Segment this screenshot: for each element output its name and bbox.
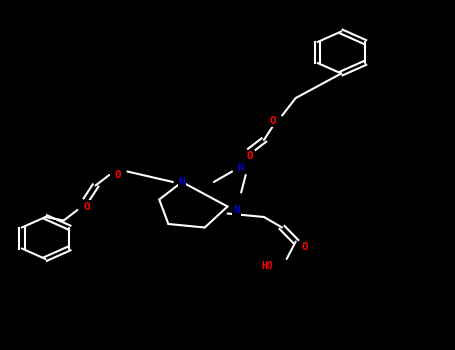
Text: N: N	[179, 177, 185, 187]
Text: O: O	[83, 202, 90, 211]
Text: O: O	[115, 170, 121, 180]
Text: HO: HO	[261, 261, 273, 271]
Text: N: N	[238, 163, 244, 173]
Text: O: O	[247, 151, 253, 161]
Text: O: O	[270, 116, 276, 126]
Text: N: N	[233, 205, 240, 215]
Text: O: O	[302, 242, 308, 252]
